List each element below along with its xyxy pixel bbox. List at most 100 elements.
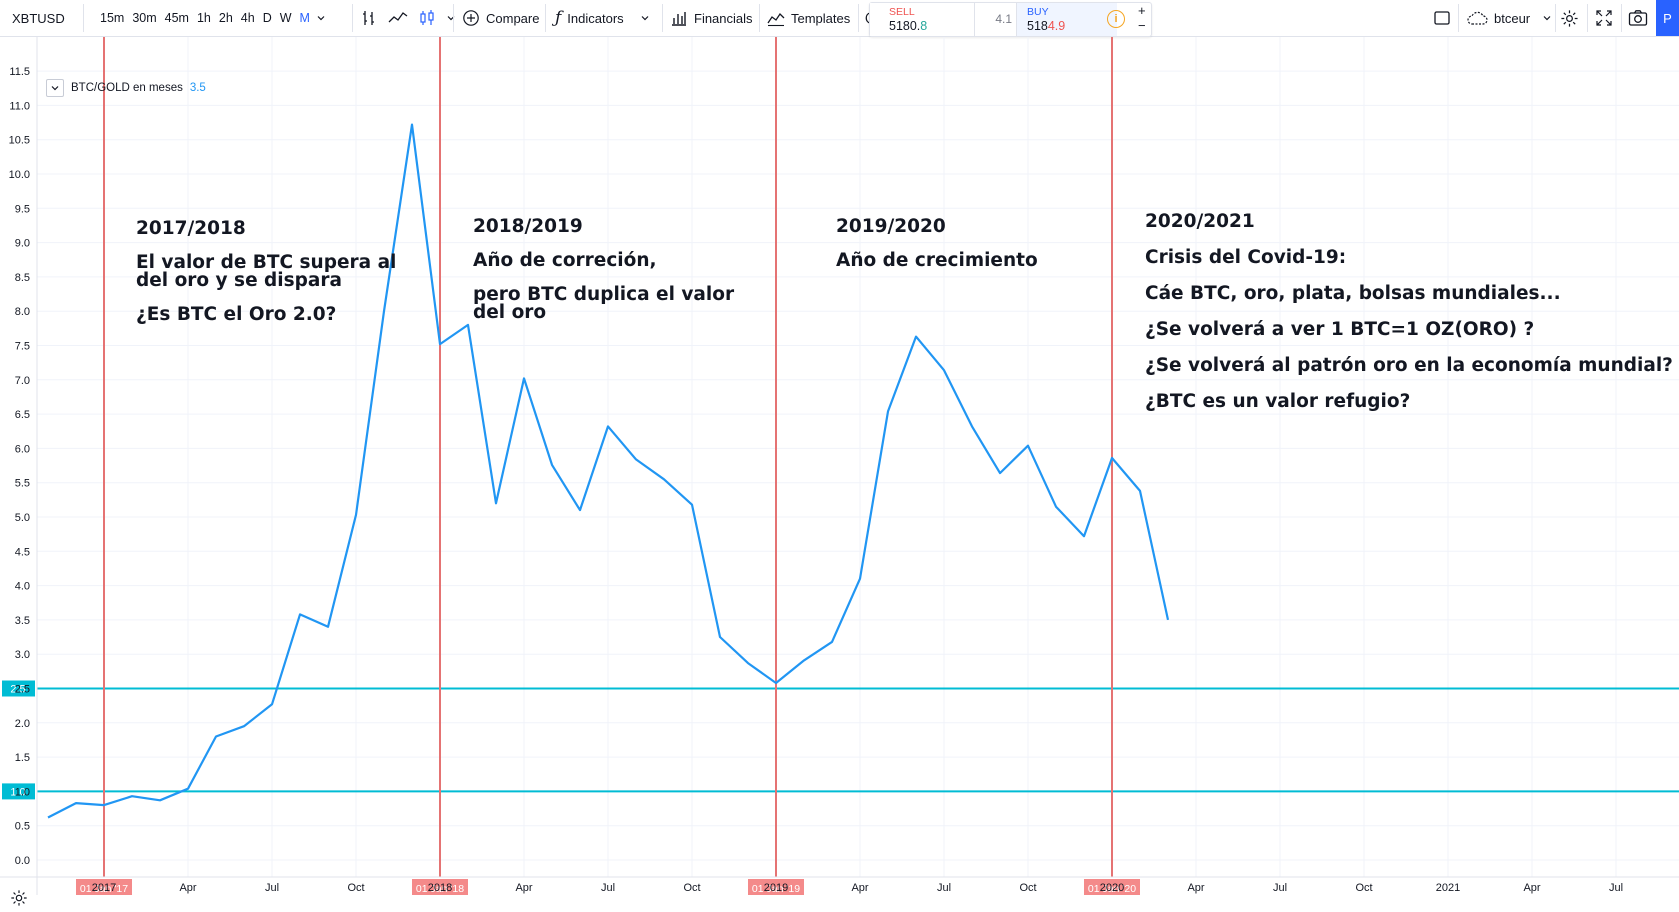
price-label-text: 1.0	[10, 786, 25, 798]
annotation-line: ¿Se volverá a ver 1 BTC=1 OZ(ORO) ?	[1145, 319, 1535, 340]
annotation-line: Crisis del Covid-19:	[1145, 247, 1347, 268]
y-tick-label: 11.5	[9, 66, 30, 78]
x-tick-label: Apr	[179, 882, 196, 894]
interval-15m-button[interactable]: 15m	[100, 11, 125, 25]
chart-settings-button[interactable]	[10, 889, 30, 909]
interval-w-button[interactable]: W	[279, 11, 292, 25]
price-scale[interactable]: 0.0 0.5 1.0 1.5 2.0 2.5 3.0 3.5 4.0 4.5 5.0 5.5 6.0 6…	[9, 37, 38, 895]
compare-button[interactable]: Compare	[462, 0, 539, 36]
interval-1h-button[interactable]: 1h	[196, 11, 211, 25]
y-tick-label: 7.5	[15, 341, 30, 353]
interval-d-button[interactable]: D	[262, 11, 272, 25]
x-tick-label: Oct	[1019, 882, 1036, 894]
y-tick-label: 2.0	[15, 718, 30, 730]
templates-button[interactable]: Templates	[767, 0, 850, 36]
expand-icon	[1595, 9, 1613, 27]
function-icon: ƒ	[555, 8, 562, 28]
date-label-badge	[76, 879, 132, 897]
snapshot-button[interactable]	[1628, 0, 1648, 36]
chart-area[interactable]: 2.5 1.0 01 Jan '17 01 Jan '18 01 Jan '19 01 …	[0, 37, 1679, 897]
y-tick-label: 2.5	[15, 684, 30, 696]
fullscreen-button[interactable]	[1595, 0, 1613, 36]
buy-button[interactable]: BUY 5184.9	[1016, 3, 1117, 36]
price-label-badge	[2, 783, 35, 800]
y-tick-label: 5.5	[15, 478, 30, 490]
y-tick-label: 0.5	[15, 821, 30, 833]
toolbar-divider	[83, 4, 84, 32]
annotation-line: del oro y se dispara	[136, 270, 342, 291]
chevron-down-icon[interactable]	[640, 13, 650, 23]
bars-style-icon[interactable]	[360, 9, 378, 27]
chart-canvas[interactable]: 2.51.0 01 Jan '17 01 Jan '18 01 Jan '19 01 …	[0, 37, 1679, 897]
quote-zoom-out-button[interactable]: −	[1138, 18, 1146, 33]
time-scale[interactable]: 2017 Apr Jul Oct 2018 Apr Jul Oct 2019 Apr Jul Oct 2…	[0, 876, 1679, 894]
camera-icon	[1628, 9, 1648, 27]
gear-icon	[10, 889, 30, 912]
y-tick-label: 3.0	[15, 649, 30, 661]
sell-button[interactable]: SELL 5180.8	[870, 3, 975, 36]
date-label-text: 01 Jan '17	[80, 883, 128, 895]
interval-45m-button[interactable]: 45m	[164, 11, 189, 25]
annotation-title: 2017/2018	[136, 218, 246, 239]
indicators-button[interactable]: ƒ Indicators	[555, 0, 650, 36]
price-label-badge	[2, 680, 35, 697]
symbol-label: XBTUSD	[12, 10, 65, 26]
warning-icon[interactable]: i	[1107, 10, 1125, 28]
annotation-line: del oro	[473, 302, 547, 323]
toolbar-divider	[759, 4, 760, 32]
financials-button[interactable]: Financials	[670, 0, 753, 36]
x-tick-label: Jul	[1273, 882, 1287, 894]
toolbar-divider	[545, 4, 546, 32]
chevron-down-icon[interactable]	[316, 13, 326, 23]
quote-zoom-in-button[interactable]: +	[1138, 3, 1146, 18]
annotation-2020-2021[interactable]: 2020/2021 Crisis del Covid-19: Cáe BTC, …	[1145, 212, 1673, 412]
annotation-title: 2019/2020	[836, 216, 946, 237]
toolbar-divider	[858, 4, 859, 32]
annotation-2018-2019[interactable]: 2018/2019 Año de correción, pero BTC dup…	[473, 216, 734, 323]
vertical-markers[interactable]: 01 Jan '17 01 Jan '18 01 Jan '19 01 Jan '20	[76, 37, 1140, 897]
y-tick-label: 0.0	[15, 855, 30, 867]
annotation-line: ¿Es BTC el Oro 2.0?	[136, 304, 337, 325]
x-tick-label: 2019	[764, 882, 788, 894]
grid	[37, 37, 1679, 877]
symbol-search-button[interactable]: XBTUSD	[12, 0, 65, 36]
interval-4h-button[interactable]: 4h	[240, 11, 255, 25]
annotation-line: El valor de BTC supera al	[136, 252, 397, 273]
legend-collapse-button[interactable]	[46, 79, 64, 97]
x-tick-label: Apr	[515, 882, 532, 894]
annotation-line: Año de crecimiento	[836, 250, 1038, 271]
date-label-text: 01 Jan '18	[416, 883, 464, 895]
chart-style-buttons	[360, 0, 456, 36]
y-tick-label: 8.0	[15, 306, 30, 318]
x-tick-label: Jul	[937, 882, 951, 894]
interval-buttons: 15m 30m 45m 1h 2h 4h D W M	[96, 0, 326, 36]
publish-label: P	[1663, 10, 1672, 26]
annotation-2019-2020[interactable]: 2019/2020 Año de crecimiento	[836, 216, 1038, 271]
annotation-2017-2018[interactable]: 2017/2018 El valor de BTC supera al del …	[136, 218, 397, 325]
horizontal-lines[interactable]: 2.5 1.0	[2, 680, 1679, 800]
interval-30m-button[interactable]: 30m	[132, 11, 157, 25]
x-tick-label: 2021	[1436, 882, 1460, 894]
toolbar-divider	[1458, 4, 1459, 32]
chevron-down-icon[interactable]	[1542, 13, 1552, 23]
settings-button[interactable]	[1560, 0, 1579, 36]
fullscreen-square-button[interactable]	[1433, 0, 1451, 36]
cloud-icon	[1466, 10, 1488, 26]
legend-title: BTC/GOLD en meses	[71, 82, 183, 94]
x-tick-label: Apr	[1187, 882, 1204, 894]
line-style-icon[interactable]	[388, 9, 408, 27]
annotation-line: ¿BTC es un valor refugio?	[1145, 391, 1411, 412]
annotation-title: 2018/2019	[473, 216, 583, 237]
y-tick-label: 4.0	[15, 581, 30, 593]
toolbar-divider	[1587, 4, 1588, 32]
publish-button[interactable]: P	[1656, 0, 1679, 36]
candles-style-icon[interactable]	[418, 9, 436, 27]
undo-partial-icon[interactable]	[863, 0, 871, 36]
interval-2h-button[interactable]: 2h	[218, 11, 233, 25]
sell-label: SELL	[889, 6, 915, 18]
layout-save-button[interactable]: btceur	[1466, 0, 1552, 36]
date-label-text: 01 Jan '20	[1088, 883, 1136, 895]
chevron-down-icon[interactable]	[446, 13, 456, 23]
interval-m-button[interactable]: M	[299, 11, 310, 25]
y-tick-label: 11.0	[9, 100, 30, 112]
